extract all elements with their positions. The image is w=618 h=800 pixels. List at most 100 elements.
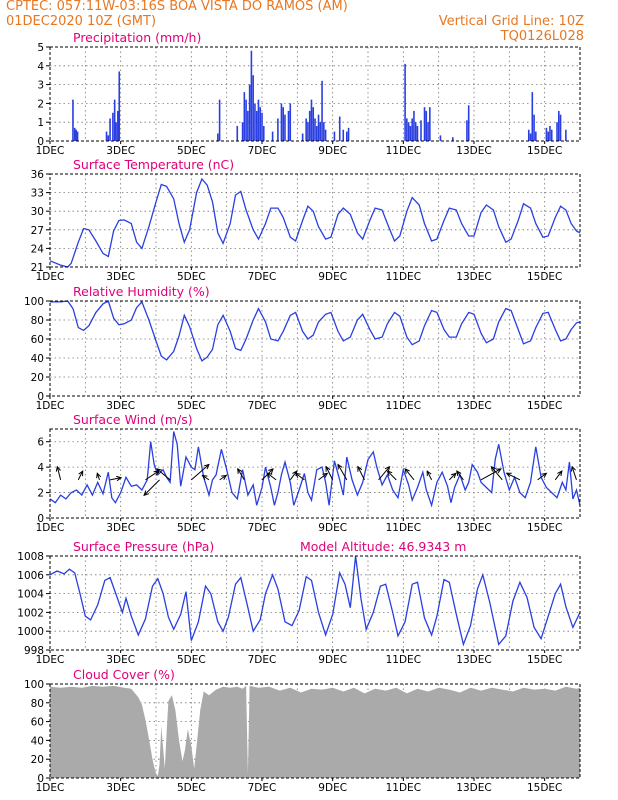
- series-line: [49, 431, 581, 508]
- precip-bar: [559, 114, 562, 141]
- precip-bar: [314, 118, 316, 141]
- wind-vector-arrow: [289, 470, 298, 481]
- wind-vector-head: [386, 470, 393, 476]
- precip-bar: [409, 125, 412, 141]
- x-tick-label: 15DEC: [527, 654, 562, 666]
- wind-vector-arrow: [267, 472, 277, 481]
- wind-vector-head: [505, 472, 512, 478]
- x-tick-label: 11DEC: [386, 782, 421, 794]
- x-tick-label: 3DEC: [106, 271, 135, 283]
- x-tick-label: 1DEC: [36, 782, 65, 794]
- precip-bar: [429, 107, 431, 141]
- wind-vector-head: [570, 465, 576, 472]
- precip-bar: [315, 125, 318, 141]
- precip-bar: [467, 105, 470, 141]
- panel-frame: [49, 300, 581, 397]
- wind-vector-arrow: [156, 468, 171, 481]
- precip-bar: [261, 112, 263, 141]
- x-tick-label: 5DEC: [177, 782, 206, 794]
- y-tick-label: 0: [37, 136, 44, 148]
- x-tick-label: 1DEC: [36, 522, 65, 534]
- series-line: [50, 300, 581, 362]
- wind-vector-head: [450, 472, 457, 479]
- x-tick-label: 1DEC: [36, 145, 65, 157]
- x-tick-label: 3DEC: [106, 400, 135, 412]
- y-tick-label: 4: [37, 61, 44, 73]
- precip-bar: [312, 107, 315, 141]
- panel-5: 0 20 40 60 80 100 1DEC 3DEC 5DEC 7DEC 9DEC 11DEC 13D…: [24, 667, 581, 794]
- wind-vector-head: [96, 472, 102, 479]
- y-tick-label: 0: [37, 513, 44, 525]
- panel-title: Relative Humidity (%): [73, 284, 210, 299]
- wind-vector-arrow: [506, 472, 521, 481]
- wind-vector-head: [268, 468, 274, 474]
- wind-vector-head: [201, 474, 208, 481]
- precip-bar: [113, 99, 116, 141]
- y-tick-label: 100: [24, 296, 44, 308]
- wind-vector-arrow: [537, 472, 547, 481]
- wind-vector-head: [337, 463, 343, 470]
- precip-bar: [531, 92, 534, 141]
- wind-vector-arrow: [404, 468, 415, 481]
- y-tick-label: 80: [31, 698, 44, 710]
- precip-bar: [282, 107, 284, 141]
- wind-vector-head: [490, 465, 497, 472]
- y-tick-label: 1: [37, 117, 44, 129]
- wind-vector-arrow: [387, 470, 397, 481]
- precip-bar: [527, 129, 530, 141]
- precip-bar: [117, 110, 119, 141]
- precip-bar: [323, 122, 325, 141]
- precip-bar: [420, 120, 422, 141]
- x-tick-label: 5DEC: [177, 654, 206, 666]
- precip-bar: [407, 122, 410, 141]
- x-tick-label: 5DEC: [177, 522, 206, 534]
- precip-bar: [76, 131, 79, 141]
- precip-bar: [550, 129, 553, 141]
- wind-vector-head: [404, 468, 410, 474]
- wind-vector-arrow: [318, 472, 328, 481]
- x-tick-label: 3DEC: [106, 782, 135, 794]
- precip-bar: [112, 112, 114, 141]
- panel-title: Surface Pressure (hPa): [73, 539, 214, 554]
- x-tick-label: 1DEC: [36, 271, 65, 283]
- x-tick-label: 7DEC: [248, 145, 277, 157]
- precip-bar: [75, 129, 77, 141]
- x-tick-label: 15DEC: [527, 522, 562, 534]
- precip-bar: [248, 84, 251, 141]
- wind-vector-head: [384, 465, 391, 472]
- wind-vector-arrow: [325, 466, 334, 481]
- precip-bar: [452, 137, 454, 141]
- y-tick-label: 1008: [17, 551, 44, 563]
- y-tick-label: 5: [37, 42, 44, 54]
- y-tick-label: 60: [31, 717, 44, 729]
- precip-bar: [565, 129, 567, 141]
- grid-line-note: Vertical Grid Line: 10Z: [438, 14, 584, 29]
- precip-bar: [287, 110, 290, 141]
- precip-bar: [342, 129, 345, 141]
- precip-bar: [321, 80, 323, 141]
- wind-vector-arrow: [378, 466, 390, 481]
- precip-bar: [271, 131, 274, 141]
- precip-bar: [289, 103, 292, 141]
- x-tick-label: 15DEC: [527, 782, 562, 794]
- panel-4: 998 1000 1002 1004 1006 1008 1DEC 3DEC 5DEC 7DEC 9…: [17, 539, 581, 666]
- wind-vector-head: [78, 470, 84, 477]
- wind-vector-head: [153, 470, 160, 476]
- x-tick-label: 3DEC: [106, 145, 135, 157]
- precip-bar: [308, 110, 311, 141]
- precip-bar: [411, 118, 413, 141]
- x-tick-label: 9DEC: [318, 271, 347, 283]
- precip-bar: [324, 129, 327, 141]
- x-tick-label: 9DEC: [318, 145, 347, 157]
- wind-vector-arrow: [219, 475, 227, 481]
- panel-3: 0 2 4 6 1DEC 3DEC 5DEC 7DEC 9DEC 11DEC 13DEC 15DEC S…: [36, 412, 581, 534]
- panel-title: Surface Temperature (nC): [73, 157, 234, 172]
- precip-bar: [241, 122, 244, 141]
- wind-vector-arrow: [490, 466, 503, 481]
- x-tick-label: 13DEC: [456, 271, 491, 283]
- panel-1: 21 24 27 30 33 36 1DEC 3DEC 5DEC 7DEC 9DEC 11DEC 13D…: [31, 157, 581, 283]
- y-tick-label: 80: [31, 315, 44, 327]
- precip-bar: [466, 120, 468, 141]
- precip-bar: [109, 118, 111, 141]
- precip-bar: [277, 118, 279, 141]
